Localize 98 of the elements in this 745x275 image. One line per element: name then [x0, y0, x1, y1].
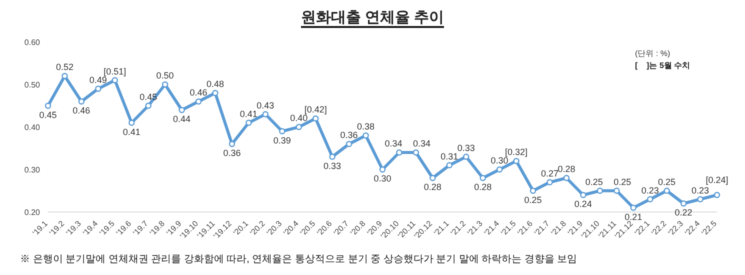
point: [212, 90, 218, 96]
data-label: 0.22: [674, 208, 692, 218]
x-tick-label: '20.8: [348, 218, 368, 238]
data-label: [0.32]: [505, 147, 528, 157]
point: [647, 196, 654, 202]
data-label: 0.45: [39, 110, 57, 120]
point: [162, 81, 168, 88]
data-label: 0.28: [424, 182, 442, 192]
point: [228, 140, 236, 148]
y-tick-label: 0.20: [24, 208, 41, 217]
x-tick-label: '19.3: [64, 218, 84, 238]
point: [379, 166, 386, 173]
x-tick-label: '19.2: [48, 218, 67, 238]
x-tick-label: '20.1: [232, 218, 250, 238]
point: [446, 162, 452, 168]
x-tick-label: '21.1: [432, 218, 452, 238]
point: [714, 192, 720, 198]
point: [44, 102, 52, 109]
data-label: 0.25: [658, 176, 676, 187]
x-tick-label: '22.2: [650, 218, 669, 238]
data-label: 0.43: [256, 100, 274, 110]
point: [195, 98, 202, 105]
data-label: 0.40: [290, 113, 308, 123]
point: [145, 102, 152, 109]
data-label: 0.41: [122, 126, 140, 137]
data-label: 0.48: [206, 79, 224, 89]
x-tick-label: '19.8: [148, 218, 167, 238]
data-label: 0.23: [692, 185, 710, 196]
point: [279, 128, 286, 134]
point: [112, 77, 118, 84]
data-label: 0.33: [457, 142, 475, 153]
data-label: 0.33: [324, 160, 342, 171]
annotation: [ ]는 5월 수치: [635, 60, 690, 71]
point: [62, 72, 68, 80]
point: [296, 124, 302, 130]
data-label: 0.34: [384, 138, 402, 148]
annotation: (단위 : %): [635, 48, 670, 59]
point: [346, 140, 352, 148]
data-label: 0.31: [440, 151, 458, 162]
data-label: 0.36: [223, 148, 241, 158]
data-label: 0.30: [374, 174, 392, 184]
data-label: [0.24]: [706, 175, 728, 185]
data-label: 0.24: [574, 199, 592, 209]
point: [664, 188, 670, 194]
x-tick-label: '19.1: [30, 218, 50, 238]
point: [480, 174, 486, 182]
data-label: 0.39: [273, 135, 291, 146]
data-label: 0.36: [340, 130, 358, 140]
point: [580, 192, 586, 198]
point: [530, 188, 536, 194]
data-label: 0.34: [412, 138, 430, 148]
data-label: 0.46: [72, 106, 90, 116]
text: ※ 은행이 분기말에 연체채권 관리를 강화함에 따라, 연체율은 통상적으로 분기 중 상승했다가 분기 말에 하락하는 경향을 보임: [20, 253, 578, 266]
chart-title: 원화대출 연체율 추이: [300, 9, 444, 28]
data-label: 0.46: [190, 88, 208, 98]
data-label: 0.27: [540, 168, 559, 178]
y-tick-label: 0.30: [24, 165, 41, 174]
data-label: 0.28: [474, 182, 492, 192]
point: [262, 111, 269, 118]
data-label: 0.50: [156, 70, 174, 80]
data-label: 0.41: [240, 108, 258, 119]
data-label: 0.25: [524, 194, 542, 205]
data-label: 0.23: [641, 185, 659, 196]
data-label: 0.30: [490, 156, 508, 166]
point: [178, 106, 185, 114]
data-label: 0.38: [357, 122, 375, 132]
data-label: [0.42]: [304, 104, 327, 114]
x-tick-label: '20.6: [315, 218, 334, 238]
data-label: 0.25: [585, 176, 603, 187]
point: [430, 174, 436, 182]
point: [246, 120, 252, 126]
y-tick-label: 0.50: [24, 80, 41, 90]
point: [630, 204, 636, 211]
point: [362, 132, 369, 139]
point: [496, 166, 503, 173]
point: [697, 196, 704, 202]
x-tick-label: '19.6: [114, 218, 134, 238]
data-label: 0.52: [56, 62, 74, 72]
point: [614, 188, 620, 194]
data-label: 0.25: [614, 176, 632, 187]
y-tick-label: 0.40: [24, 122, 41, 132]
data-label: 0.28: [558, 164, 576, 174]
point: [546, 179, 553, 186]
point: [95, 86, 102, 92]
point: [412, 149, 420, 156]
point: [680, 200, 687, 207]
point: [513, 158, 520, 164]
point: [329, 154, 336, 160]
y-tick-label: 0.60: [24, 38, 41, 47]
data-label: 0.44: [173, 114, 191, 124]
point: [563, 174, 570, 182]
point: [78, 98, 85, 105]
data-label: [0.51]: [104, 66, 126, 76]
point: [596, 188, 604, 194]
point: [396, 149, 402, 156]
point: [128, 120, 135, 126]
point: [463, 154, 470, 160]
point: [312, 115, 319, 122]
